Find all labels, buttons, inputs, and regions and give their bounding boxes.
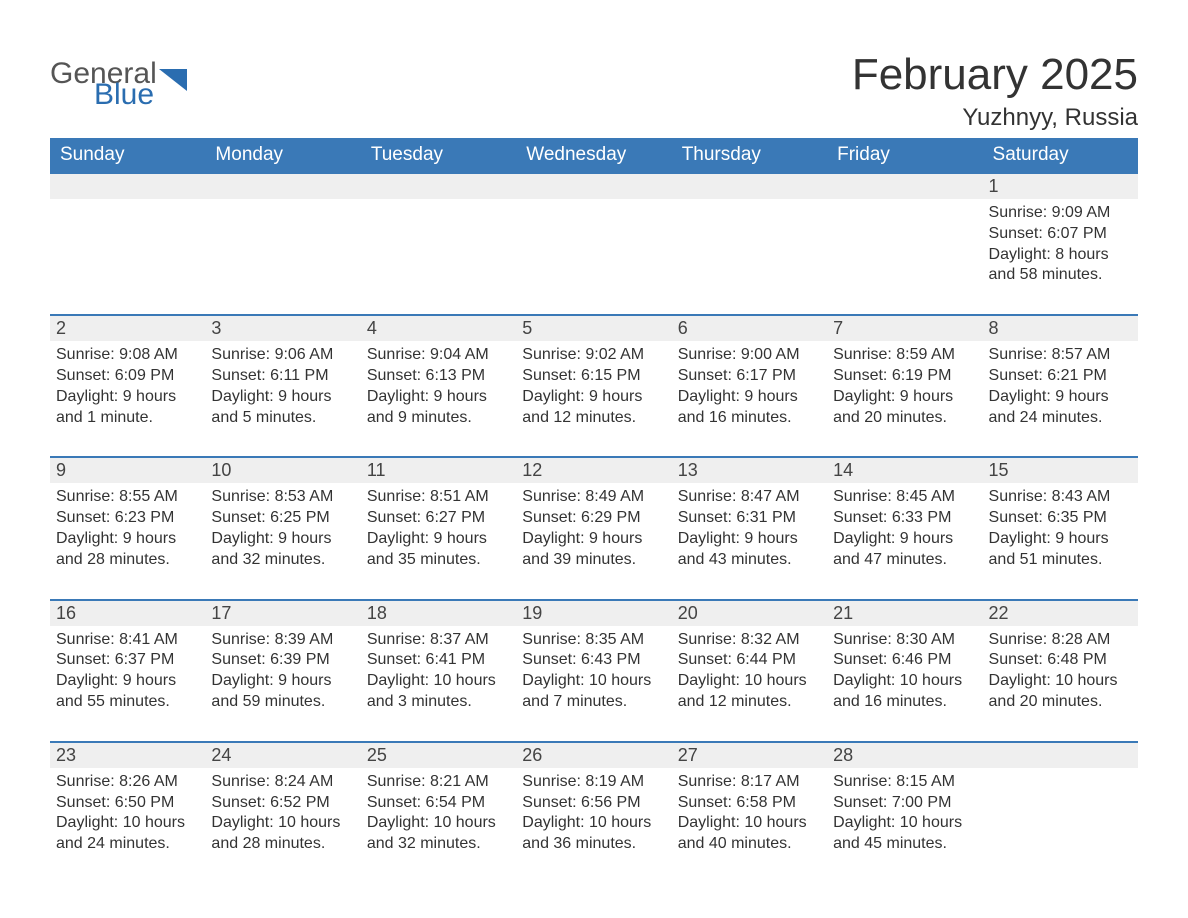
day-number-cell: 3 [205, 315, 360, 341]
calendar-table: SundayMondayTuesdayWednesdayThursdayFrid… [50, 138, 1138, 883]
day-number-cell: 23 [50, 742, 205, 768]
day-detail-cell [205, 199, 360, 315]
brand-text-2: Blue [94, 81, 157, 108]
weekday-header: Monday [205, 138, 360, 173]
day-number-cell: 19 [516, 600, 671, 626]
day-number-cell: 12 [516, 457, 671, 483]
day-number-cell [205, 173, 360, 199]
day-number-cell [361, 173, 516, 199]
weekday-header: Saturday [983, 138, 1138, 173]
day-detail-cell: Sunrise: 8:30 AMSunset: 6:46 PMDaylight:… [827, 626, 982, 742]
day-detail-cell: Sunrise: 8:32 AMSunset: 6:44 PMDaylight:… [672, 626, 827, 742]
day-number-cell: 22 [983, 600, 1138, 626]
day-number-cell: 15 [983, 457, 1138, 483]
day-number-cell: 16 [50, 600, 205, 626]
day-detail-cell: Sunrise: 8:28 AMSunset: 6:48 PMDaylight:… [983, 626, 1138, 742]
day-number-cell: 18 [361, 600, 516, 626]
day-detail-cell [361, 199, 516, 315]
day-detail-cell: Sunrise: 8:49 AMSunset: 6:29 PMDaylight:… [516, 483, 671, 599]
day-detail-cell [672, 199, 827, 315]
day-detail-cell: Sunrise: 8:39 AMSunset: 6:39 PMDaylight:… [205, 626, 360, 742]
day-detail-cell: Sunrise: 9:00 AMSunset: 6:17 PMDaylight:… [672, 341, 827, 457]
day-detail-cell: Sunrise: 8:15 AMSunset: 7:00 PMDaylight:… [827, 768, 982, 883]
day-number-cell: 28 [827, 742, 982, 768]
day-number-cell: 21 [827, 600, 982, 626]
day-number-cell [983, 742, 1138, 768]
day-number-cell [672, 173, 827, 199]
day-number-cell: 1 [983, 173, 1138, 199]
day-detail-cell: Sunrise: 9:09 AMSunset: 6:07 PMDaylight:… [983, 199, 1138, 315]
day-detail-row: Sunrise: 9:08 AMSunset: 6:09 PMDaylight:… [50, 341, 1138, 457]
weekday-header: Thursday [672, 138, 827, 173]
weekday-header: Sunday [50, 138, 205, 173]
day-detail-cell: Sunrise: 8:51 AMSunset: 6:27 PMDaylight:… [361, 483, 516, 599]
day-detail-row: Sunrise: 8:41 AMSunset: 6:37 PMDaylight:… [50, 626, 1138, 742]
day-number-cell: 11 [361, 457, 516, 483]
day-number-cell: 13 [672, 457, 827, 483]
day-number-cell [516, 173, 671, 199]
title-block: February 2025 Yuzhnyy, Russia [852, 50, 1138, 132]
brand-logo: General Blue [50, 60, 193, 108]
weekday-header: Wednesday [516, 138, 671, 173]
day-detail-cell: Sunrise: 8:55 AMSunset: 6:23 PMDaylight:… [50, 483, 205, 599]
day-detail-cell: Sunrise: 8:35 AMSunset: 6:43 PMDaylight:… [516, 626, 671, 742]
weekday-header: Tuesday [361, 138, 516, 173]
day-number-cell: 20 [672, 600, 827, 626]
day-number-cell [50, 173, 205, 199]
day-detail-cell: Sunrise: 9:04 AMSunset: 6:13 PMDaylight:… [361, 341, 516, 457]
day-detail-cell: Sunrise: 8:53 AMSunset: 6:25 PMDaylight:… [205, 483, 360, 599]
day-number-cell: 2 [50, 315, 205, 341]
day-number-cell: 8 [983, 315, 1138, 341]
day-detail-cell: Sunrise: 8:47 AMSunset: 6:31 PMDaylight:… [672, 483, 827, 599]
day-number-cell: 27 [672, 742, 827, 768]
day-detail-cell: Sunrise: 8:41 AMSunset: 6:37 PMDaylight:… [50, 626, 205, 742]
header: General Blue February 2025 Yuzhnyy, Russ… [50, 50, 1138, 132]
day-number-row: 16171819202122 [50, 600, 1138, 626]
day-detail-cell [827, 199, 982, 315]
day-number-row: 232425262728 [50, 742, 1138, 768]
day-detail-row: Sunrise: 8:55 AMSunset: 6:23 PMDaylight:… [50, 483, 1138, 599]
day-detail-cell: Sunrise: 8:26 AMSunset: 6:50 PMDaylight:… [50, 768, 205, 883]
day-detail-cell [516, 199, 671, 315]
day-detail-cell: Sunrise: 8:43 AMSunset: 6:35 PMDaylight:… [983, 483, 1138, 599]
day-detail-row: Sunrise: 9:09 AMSunset: 6:07 PMDaylight:… [50, 199, 1138, 315]
month-title: February 2025 [852, 50, 1138, 100]
day-number-cell: 5 [516, 315, 671, 341]
day-number-row: 9101112131415 [50, 457, 1138, 483]
day-detail-cell: Sunrise: 8:45 AMSunset: 6:33 PMDaylight:… [827, 483, 982, 599]
brand-flag-icon [159, 69, 193, 100]
weekday-header-row: SundayMondayTuesdayWednesdayThursdayFrid… [50, 138, 1138, 173]
day-detail-cell: Sunrise: 8:57 AMSunset: 6:21 PMDaylight:… [983, 341, 1138, 457]
day-detail-cell: Sunrise: 9:06 AMSunset: 6:11 PMDaylight:… [205, 341, 360, 457]
day-number-cell [827, 173, 982, 199]
day-detail-cell [50, 199, 205, 315]
day-number-row: 2345678 [50, 315, 1138, 341]
day-number-cell: 7 [827, 315, 982, 341]
day-detail-cell: Sunrise: 8:19 AMSunset: 6:56 PMDaylight:… [516, 768, 671, 883]
day-number-cell: 24 [205, 742, 360, 768]
day-detail-cell: Sunrise: 8:59 AMSunset: 6:19 PMDaylight:… [827, 341, 982, 457]
day-number-cell: 9 [50, 457, 205, 483]
day-detail-cell: Sunrise: 9:08 AMSunset: 6:09 PMDaylight:… [50, 341, 205, 457]
weekday-header: Friday [827, 138, 982, 173]
day-detail-cell: Sunrise: 8:21 AMSunset: 6:54 PMDaylight:… [361, 768, 516, 883]
day-number-cell: 26 [516, 742, 671, 768]
day-detail-cell: Sunrise: 8:37 AMSunset: 6:41 PMDaylight:… [361, 626, 516, 742]
day-number-cell: 14 [827, 457, 982, 483]
day-number-cell: 10 [205, 457, 360, 483]
day-number-cell: 6 [672, 315, 827, 341]
day-number-cell: 17 [205, 600, 360, 626]
day-detail-cell: Sunrise: 9:02 AMSunset: 6:15 PMDaylight:… [516, 341, 671, 457]
day-number-row: 1 [50, 173, 1138, 199]
day-number-cell: 4 [361, 315, 516, 341]
day-detail-cell: Sunrise: 8:17 AMSunset: 6:58 PMDaylight:… [672, 768, 827, 883]
day-detail-cell [983, 768, 1138, 883]
location-subtitle: Yuzhnyy, Russia [852, 104, 1138, 132]
day-number-cell: 25 [361, 742, 516, 768]
day-detail-row: Sunrise: 8:26 AMSunset: 6:50 PMDaylight:… [50, 768, 1138, 883]
day-detail-cell: Sunrise: 8:24 AMSunset: 6:52 PMDaylight:… [205, 768, 360, 883]
